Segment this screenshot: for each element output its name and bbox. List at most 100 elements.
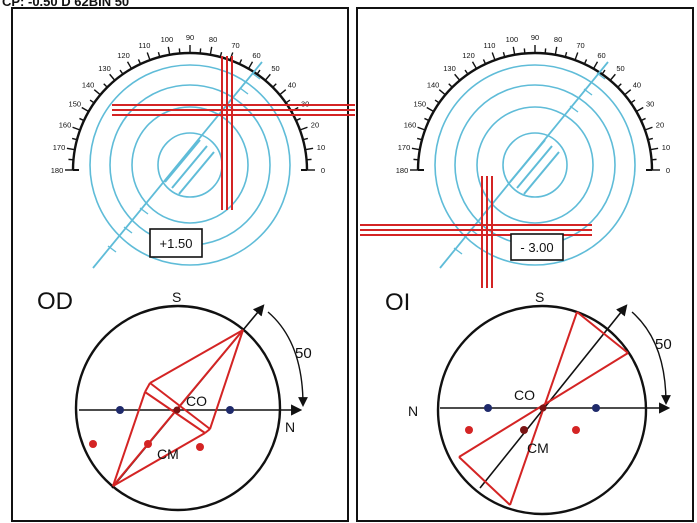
oi-protractor-label: 150 bbox=[414, 100, 427, 109]
od-protractor-tick bbox=[299, 126, 308, 131]
od-protractor-label: 160 bbox=[59, 121, 72, 130]
od-protractor-tick bbox=[238, 59, 243, 65]
od-protractor-tick bbox=[157, 51, 161, 58]
od-protractor: 0102030405060708090100110120130140150160… bbox=[51, 33, 325, 175]
od-protractor-tick bbox=[79, 117, 85, 122]
od-protractor-label: 170 bbox=[53, 143, 66, 152]
oi-protractor-tick bbox=[644, 126, 653, 131]
od-protractor-label: 10 bbox=[317, 143, 325, 152]
od-protractor-tick bbox=[256, 69, 261, 75]
oi-protractor-tick bbox=[482, 59, 487, 65]
od-protractor-tick bbox=[209, 46, 213, 55]
oi-protractor-label: 130 bbox=[443, 64, 456, 73]
oi-protractor-tick bbox=[592, 61, 599, 70]
od-protractor-label: 80 bbox=[209, 35, 217, 44]
od-dot-red-1 bbox=[89, 440, 97, 448]
od-protractor-label: 150 bbox=[69, 100, 82, 109]
od-protractor-label: 100 bbox=[161, 35, 174, 44]
od-protractor-label: 60 bbox=[252, 51, 260, 60]
oi-protractor-label: 0 bbox=[666, 166, 670, 175]
od-dot-red-3 bbox=[196, 443, 204, 451]
od-main-circle bbox=[74, 304, 282, 512]
oi-protractor-label: 70 bbox=[576, 41, 584, 50]
od-power-box bbox=[149, 228, 203, 258]
oi-protractor-tick bbox=[564, 51, 568, 58]
oi-power-box bbox=[510, 233, 564, 261]
oi-protractor-label: 100 bbox=[506, 35, 519, 44]
oi-protractor-label: 160 bbox=[404, 121, 417, 130]
od-rings bbox=[89, 64, 291, 266]
oi-protractor-tick bbox=[448, 83, 453, 88]
od-protractor-label: 90 bbox=[186, 33, 194, 42]
od-protractor-label: 20 bbox=[311, 121, 319, 130]
od-protractor-tick bbox=[89, 99, 95, 104]
od-protractor-label: 120 bbox=[117, 51, 130, 60]
od-dot-blue-right bbox=[226, 406, 234, 414]
oi-south-label: S bbox=[535, 289, 544, 305]
oi-protractor-tick bbox=[624, 89, 632, 96]
od-north-label: N bbox=[285, 419, 295, 435]
od-protractor-tick bbox=[219, 51, 223, 58]
oi-protractor-tick bbox=[454, 73, 461, 81]
oi-protractor-label: 20 bbox=[656, 121, 664, 130]
oi-protractor-tick bbox=[464, 69, 469, 75]
header-text: CP: -0.50 D 62BIN 50 bbox=[2, 0, 130, 9]
oi-protractor-label: 60 bbox=[597, 51, 605, 60]
oi-cm-label: CM bbox=[527, 440, 549, 456]
od-protractor-tick bbox=[302, 137, 309, 141]
oi-protractor-tick bbox=[630, 99, 636, 104]
oi-protractor-label: 30 bbox=[646, 100, 654, 109]
oi-protractor-tick bbox=[438, 89, 446, 96]
oi-protractor-tick bbox=[471, 61, 478, 70]
oi-protractor-arc bbox=[416, 51, 654, 171]
od-protractor-tick bbox=[264, 73, 271, 81]
oi-red-cross bbox=[360, 176, 592, 288]
oi-protractor-label: 40 bbox=[633, 81, 641, 90]
oi-protractor-tick bbox=[417, 126, 426, 131]
oi-dot-blue-left bbox=[484, 404, 492, 412]
od-protractor-tick bbox=[103, 83, 108, 88]
od-protractor-label: 50 bbox=[271, 64, 279, 73]
od-protractor-tick bbox=[66, 147, 75, 151]
od-south-label: S bbox=[172, 289, 181, 305]
oi-panel-frame bbox=[356, 7, 694, 522]
od-cm-label: CM bbox=[157, 446, 179, 462]
od-protractor-tick bbox=[119, 69, 124, 75]
od-protractor-arc bbox=[71, 51, 309, 171]
oi-protractor-label: 80 bbox=[554, 35, 562, 44]
od-protractor-label: 110 bbox=[139, 41, 151, 50]
od-co-label: CO bbox=[186, 393, 207, 409]
oi-angle-arc bbox=[631, 311, 671, 405]
oi-protractor-tick bbox=[411, 147, 420, 151]
oi-protractor-tick bbox=[617, 83, 622, 88]
od-protractor-tick bbox=[137, 59, 142, 65]
od-dot-center bbox=[173, 406, 181, 414]
od-protractor-tick bbox=[109, 73, 116, 81]
od-angle-arc bbox=[267, 311, 308, 407]
od-red-cross bbox=[112, 56, 355, 210]
od-panel: 0102030405060708090100110120130140150160… bbox=[37, 33, 355, 512]
oi-protractor-tick bbox=[635, 106, 644, 113]
od-protractor-tick bbox=[81, 106, 90, 113]
od-protractor-tick bbox=[146, 52, 151, 61]
oi-protractor-label: 180 bbox=[396, 166, 409, 175]
oi-protractor-tick bbox=[640, 117, 646, 122]
od-protractor-tick bbox=[279, 89, 287, 96]
oi-protractor-tick bbox=[434, 99, 440, 104]
oi-protractor-tick bbox=[416, 137, 423, 141]
od-protractor-label: 0 bbox=[321, 166, 325, 175]
oi-protractor-tick bbox=[609, 73, 616, 81]
oi-protractor-tick bbox=[554, 46, 558, 55]
od-protractor-tick bbox=[295, 117, 301, 122]
oi-protractor-tick bbox=[512, 46, 516, 55]
od-dot-blue-left bbox=[116, 406, 124, 414]
oi-protractor-label: 120 bbox=[462, 51, 475, 60]
oi-power-value: - 3.00 bbox=[520, 240, 553, 255]
od-protractor-label: 140 bbox=[82, 81, 95, 90]
oi-dot-center bbox=[539, 404, 547, 412]
od-eye-label: OD bbox=[37, 288, 73, 315]
od-power-value: +1.50 bbox=[160, 236, 193, 251]
od-protractor-tick bbox=[93, 89, 101, 96]
